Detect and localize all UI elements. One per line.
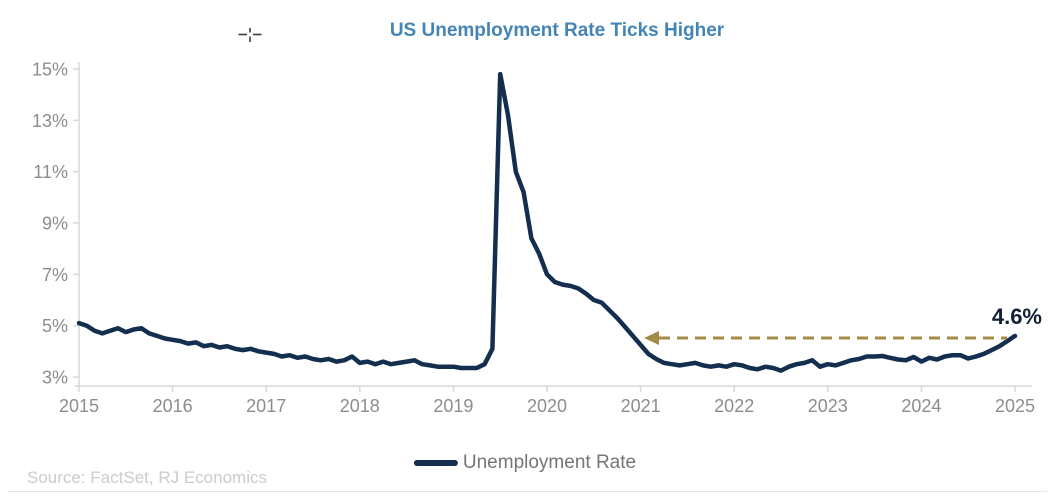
x-tick-label: 2024 (901, 396, 941, 416)
legend: Unemployment Rate (413, 451, 637, 475)
x-tick-label: 2021 (621, 396, 661, 416)
legend-label: Unemployment Rate (462, 452, 637, 473)
y-tick-label: 3% (42, 368, 68, 388)
legend-line-swatch (413, 460, 458, 466)
chart-title: US Unemployment Rate Ticks Higher (389, 20, 725, 41)
x-tick-label: 2023 (808, 396, 848, 416)
series-line-unemployment-rate (76, 71, 1018, 373)
source-note: Source: FactSet, RJ Economics (27, 468, 267, 487)
y-tick-label: 13% (32, 111, 68, 131)
x-tick-label: 2020 (527, 396, 567, 416)
y-tick-label: 15% (32, 60, 68, 80)
x-tick-label: 2017 (246, 396, 286, 416)
x-tick-label: 2016 (153, 396, 193, 416)
y-tick-label: 9% (42, 214, 68, 234)
x-tick-label: 2022 (714, 396, 754, 416)
x-tick-label: 2018 (340, 396, 380, 416)
annotation-value-label: 4.6% (991, 304, 1042, 329)
y-tick-label: 5% (42, 316, 68, 336)
x-tick-label: 2025 (995, 396, 1035, 416)
bottom-divider (7, 491, 1047, 492)
y-tick-label: 7% (42, 265, 68, 285)
x-tick-label: 2015 (59, 396, 99, 416)
y-tick-label: 11% (33, 162, 68, 182)
annotation-arrow-head (644, 331, 659, 345)
mouse-cursor-artifact (238, 28, 262, 42)
x-tick-label: 2019 (433, 396, 473, 416)
